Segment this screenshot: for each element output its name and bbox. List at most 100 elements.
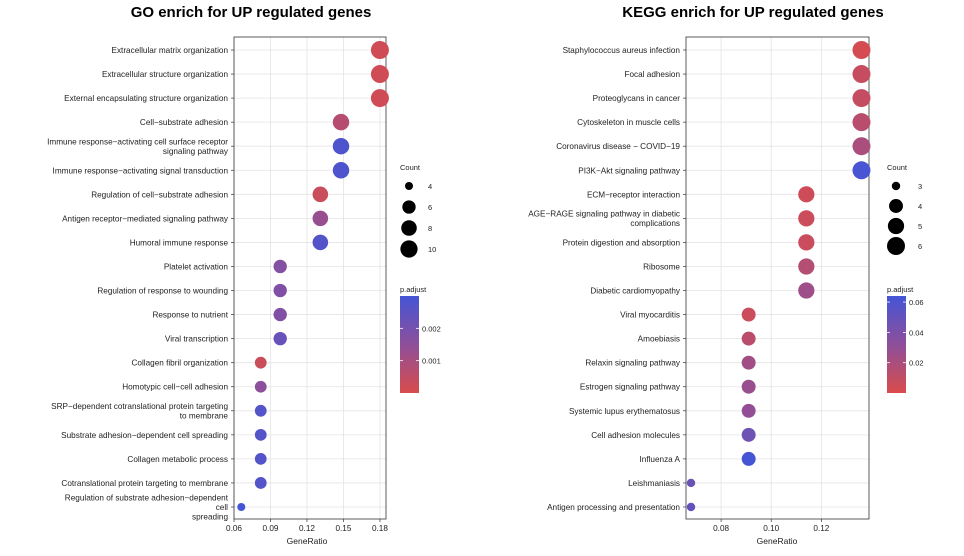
category-label: Amoebiasis [638, 335, 680, 344]
kegg-panel: KEGG enrich for UP regulated genes Staph… [528, 4, 923, 546]
kegg-category-labels: Staphylococcus aureus infection Focal adh… [528, 46, 686, 512]
data-point [686, 502, 696, 512]
count-legend-label: 8 [428, 224, 432, 233]
data-point [852, 41, 871, 59]
category-label: Extracellular matrix organization [112, 46, 229, 55]
x-tick-label: 0.12 [813, 524, 829, 533]
count-legend-dot [887, 217, 905, 235]
category-label: Extracellular structure organization [102, 70, 229, 79]
kegg-plot-frame [685, 36, 870, 520]
category-label: Regulation of response to wounding [97, 287, 228, 296]
data-point [686, 478, 696, 488]
go-padjust-legend-title: p.adjust [400, 285, 427, 294]
category-label: Antigen receptor−mediated signaling path… [62, 214, 229, 223]
category-label: Collagen fibril organization [132, 359, 229, 368]
kegg-padjust-legend-title: p.adjust [887, 285, 914, 294]
category-label: Response to nutrient [152, 311, 228, 320]
go-padjust-colorbar [400, 296, 419, 393]
category-label: Regulation of substrate adhesion−depende… [65, 494, 229, 522]
x-tick-label: 0.10 [763, 524, 779, 533]
data-point [798, 186, 815, 203]
count-legend-label: 4 [428, 182, 432, 191]
category-label: Immune response−activating cell surface … [47, 137, 229, 156]
count-legend-label: 3 [918, 182, 922, 191]
data-point [741, 379, 756, 394]
data-point [273, 331, 287, 346]
go-padjust-legend: p.adjust 0.001 0.002 [400, 285, 441, 393]
data-point [741, 403, 756, 418]
data-point [852, 113, 871, 132]
go-x-axis-label: GeneRatio [287, 536, 328, 546]
data-point [852, 137, 871, 156]
go-count-legend-title: Count [400, 163, 421, 172]
data-point [273, 283, 287, 298]
data-point [254, 453, 267, 465]
go-plot-frame [233, 36, 387, 520]
data-point [798, 210, 815, 227]
category-label: Cotranslational protein targeting to mem… [61, 479, 228, 488]
category-label: Immune response−activating signal transd… [53, 166, 229, 175]
count-legend-dot [402, 200, 416, 214]
category-label: Viral transcription [165, 335, 229, 344]
category-label: Collagen metabolic process [127, 455, 228, 464]
count-legend-dot [889, 199, 903, 213]
category-label: Cytoskeleton in muscle cells [577, 118, 680, 127]
data-point [852, 161, 871, 180]
category-label: Viral myocarditis [620, 311, 680, 320]
kegg-padjust-legend: p.adjust 0.02 0.04 0.06 [887, 285, 924, 393]
go-points [237, 41, 389, 511]
x-tick-label: 0.06 [226, 524, 242, 533]
count-legend-dot [400, 240, 418, 258]
colorbar-tick-label: 0.02 [909, 359, 924, 368]
category-label: Proteoglycans in cancer [593, 94, 681, 103]
category-label: AGE−RAGE signaling pathway in diabetic co… [528, 210, 680, 229]
count-legend-label: 4 [918, 202, 922, 211]
data-point [798, 282, 815, 299]
category-label: Diabetic cardiomyopathy [590, 287, 681, 296]
x-tick-label: 0.08 [713, 524, 729, 533]
category-label: Ribosome [643, 262, 680, 271]
data-point [741, 307, 756, 322]
category-label: Relaxin signaling pathway [585, 359, 681, 368]
kegg-chart-title: KEGG enrich for UP regulated genes [622, 4, 883, 21]
category-label: Cell−substrate adhesion [140, 118, 229, 127]
data-point [370, 41, 389, 59]
go-chart-title: GO enrich for UP regulated genes [131, 4, 372, 21]
count-legend-label: 6 [428, 203, 432, 212]
data-point [254, 380, 267, 393]
go-x-ticks: 0.06 0.09 0.12 0.15 0.18 [226, 519, 388, 533]
kegg-padjust-colorbar [887, 296, 906, 393]
category-label: Systemic lupus erythematosus [569, 407, 680, 416]
count-legend-dot [887, 237, 905, 255]
category-label: Regulation of cell−substrate adhesion [91, 190, 228, 199]
data-point [273, 307, 287, 322]
data-point [312, 186, 329, 203]
data-point [741, 427, 756, 442]
category-label: Substrate adhesion−dependent cell spread… [61, 431, 228, 440]
count-legend-dot [405, 182, 413, 190]
kegg-count-legend-title: Count [887, 163, 908, 172]
category-label: ECM−receptor interaction [587, 190, 681, 199]
kegg-x-axis-label: GeneRatio [757, 536, 798, 546]
colorbar-tick-label: 0.002 [422, 324, 441, 333]
count-legend-label: 6 [918, 242, 922, 251]
data-point [332, 113, 350, 131]
category-label: SRP−dependent cotranslational protein ta… [51, 402, 228, 421]
go-panel: GO enrich for UP regulated genes Extrace… [47, 4, 441, 546]
category-label: Focal adhesion [624, 70, 680, 79]
go-gridlines [233, 37, 386, 519]
category-label: PI3K−Akt signaling pathway [578, 166, 681, 175]
data-point [237, 503, 246, 511]
category-label: Coronavirus disease − COVID−19 [556, 142, 680, 151]
category-label: Influenza A [639, 455, 680, 464]
category-label: Humoral immune response [130, 238, 229, 247]
kegg-points [686, 41, 871, 512]
category-label: Antigen processing and presentation [547, 503, 680, 512]
count-legend-dot [401, 220, 417, 236]
data-point [254, 404, 267, 417]
colorbar-tick-label: 0.001 [422, 357, 441, 366]
data-point [332, 162, 350, 179]
category-label: Platelet activation [164, 262, 229, 271]
kegg-x-ticks: 0.08 0.10 0.12 [713, 519, 830, 533]
